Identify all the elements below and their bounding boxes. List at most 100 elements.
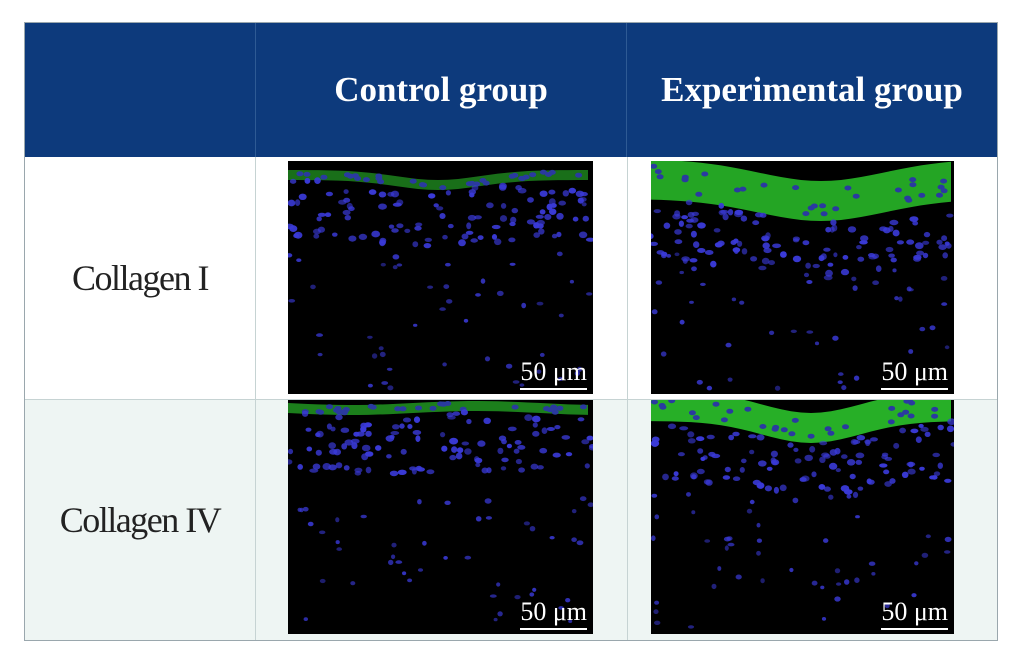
nucleus	[316, 430, 324, 438]
nucleus	[802, 240, 810, 246]
micrograph-image	[651, 400, 954, 629]
nucleus	[460, 409, 468, 416]
nucleus	[526, 219, 535, 225]
nucleus	[818, 484, 826, 490]
nucleus	[579, 496, 587, 502]
nucleus	[868, 253, 875, 258]
nucleus	[689, 300, 694, 304]
nucleus	[725, 342, 732, 348]
nucleus	[885, 246, 894, 253]
nucleus	[792, 238, 800, 243]
nucleus	[823, 486, 831, 492]
nucleus	[681, 215, 688, 220]
nucleus	[548, 198, 556, 206]
band-nucleus	[320, 174, 328, 180]
nucleus	[576, 540, 584, 546]
nucleus	[724, 545, 729, 551]
band-nucleus	[759, 424, 767, 429]
nucleus	[687, 431, 695, 438]
nucleus	[523, 521, 530, 526]
nucleus	[653, 209, 661, 214]
nucleus	[726, 536, 733, 541]
nucleus	[944, 241, 950, 246]
nucleus	[288, 253, 293, 258]
nucleus	[834, 596, 841, 602]
nucleus	[825, 269, 833, 277]
nucleus	[539, 209, 546, 215]
nucleus	[741, 248, 748, 255]
nucleus	[443, 556, 448, 560]
nucleus	[913, 256, 922, 262]
nucleus	[289, 178, 297, 184]
nucleus	[505, 363, 513, 369]
band-nucleus	[409, 178, 417, 184]
band-nucleus	[440, 401, 448, 407]
nucleus	[467, 214, 477, 221]
nucleus	[884, 603, 890, 609]
nucleus	[539, 352, 545, 357]
nucleus	[663, 222, 671, 229]
nucleus	[509, 262, 516, 266]
nucleus	[361, 444, 371, 452]
nucleus	[517, 445, 526, 450]
nucleus	[404, 228, 411, 233]
nucleus	[324, 212, 332, 217]
nucleus	[919, 466, 925, 471]
band-nucleus	[940, 178, 948, 184]
nucleus	[386, 454, 392, 459]
nucleus	[577, 417, 585, 422]
band-nucleus	[651, 163, 658, 169]
nucleus	[941, 235, 948, 242]
nucleus	[414, 225, 422, 231]
nucleus	[400, 448, 407, 455]
nucleus	[568, 187, 577, 194]
nucleus	[380, 262, 386, 267]
nucleus	[805, 262, 811, 269]
nucleus	[379, 351, 386, 358]
nucleus	[710, 260, 717, 268]
nucleus	[510, 216, 517, 224]
scale-bar: 50 μm	[520, 597, 587, 630]
header-empty-cell	[25, 23, 256, 157]
nucleus	[700, 282, 706, 286]
band-nucleus	[852, 193, 860, 199]
nucleus	[328, 464, 337, 471]
nucleus	[829, 226, 835, 233]
nucleus	[651, 441, 658, 448]
nucleus	[391, 554, 396, 560]
row-collagen-4: Collagen IV 50 μm 50 μm	[25, 400, 997, 640]
nucleus	[304, 177, 311, 184]
nucleus	[674, 239, 683, 245]
nucleus	[774, 385, 781, 391]
band-nucleus	[369, 404, 377, 410]
nucleus	[732, 247, 741, 253]
nucleus	[940, 276, 948, 281]
nucleus	[872, 280, 879, 285]
nucleus	[452, 411, 461, 416]
nucleus	[447, 415, 456, 420]
nucleus	[536, 369, 542, 374]
nucleus	[439, 307, 446, 311]
nucleus	[679, 426, 689, 431]
nucleus	[539, 447, 548, 454]
nucleus	[690, 230, 697, 238]
nucleus	[857, 256, 865, 262]
nucleus	[674, 252, 680, 257]
nucleus	[498, 435, 507, 442]
scale-bar-line	[881, 628, 948, 630]
nucleus	[651, 493, 658, 498]
nucleus	[307, 521, 314, 527]
nucleus	[655, 280, 663, 285]
nucleus	[906, 461, 916, 467]
nucleus	[825, 226, 832, 233]
nucleus	[819, 456, 826, 463]
nucleus	[532, 430, 540, 437]
band-nucleus	[529, 172, 537, 178]
nucleus	[803, 272, 810, 278]
band-nucleus	[418, 182, 426, 188]
nucleus	[415, 222, 423, 227]
band-nucleus	[931, 406, 939, 412]
nucleus	[336, 547, 342, 551]
nucleus	[914, 561, 919, 566]
nucleus	[727, 209, 734, 216]
